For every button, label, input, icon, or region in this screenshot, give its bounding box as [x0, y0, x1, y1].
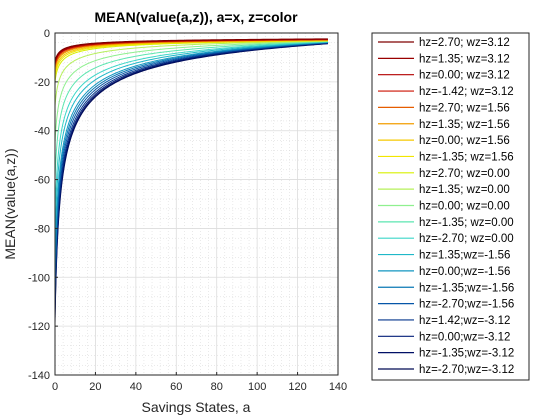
axes-box [54, 32, 339, 376]
y-tick-label: -60 [34, 175, 50, 187]
legend-entry: hz=-1.42; wz=3.12 [378, 86, 514, 98]
legend-entry: hz=0.00;wz=-1.56 [378, 266, 510, 278]
x-tick-label: 120 [288, 381, 306, 393]
legend-label: hz=1.35; wz=1.56 [419, 119, 510, 131]
legend-entry: hz=1.42;wz=-3.12 [378, 315, 510, 327]
series-lines [54, 38, 328, 324]
legend-entry: hz=-1.35; wz=0.00 [378, 217, 514, 229]
legend-label: hz=0.00; wz=3.12 [419, 70, 510, 82]
series-line [54, 42, 328, 278]
legend-label: hz=0.00;wz=-1.56 [419, 266, 510, 278]
y-axis-label: MEAN(value(a,z)) [2, 148, 18, 259]
legend-entry: hz=1.35; wz=1.56 [378, 119, 510, 131]
series-line [54, 41, 328, 217]
legend-label: hz=1.35; wz=3.12 [419, 53, 510, 65]
series-line [54, 42, 328, 290]
series-line [54, 41, 328, 180]
legend-entry: hz=-2.70;wz=-1.56 [378, 299, 514, 311]
legend-label: hz=-2.70; wz=0.00 [419, 233, 514, 245]
legend-label: hz=-2.70;wz=-1.56 [419, 299, 514, 311]
y-tick-label: -100 [28, 272, 50, 284]
y-tick-label: -140 [28, 370, 50, 382]
axes-background [55, 33, 338, 375]
legend-label: hz=2.70; wz=3.12 [419, 37, 510, 49]
x-tick-label: 20 [89, 381, 101, 393]
x-tick-label: 40 [130, 381, 142, 393]
legend-entry: hz=2.70; wz=0.00 [378, 168, 510, 180]
chart-title: MEAN(value(a,z)), a=x, z=color [94, 9, 298, 25]
legend-label: hz=0.00; wz=0.00 [419, 201, 510, 213]
legend-label: hz=0.00;wz=-3.12 [419, 331, 510, 343]
x-tick-label: 100 [248, 381, 266, 393]
legend-entry: hz=1.35;wz=-1.56 [378, 250, 510, 262]
x-tick-label: 60 [170, 381, 182, 393]
legend-entry: hz=-2.70;wz=-3.12 [378, 364, 514, 376]
legend-entry: hz=-1.35; wz=1.56 [378, 151, 514, 163]
plot-area: 0 20 40 60 80 100 120 140 0 -20 -40 -60 -80 -100 -120… [28, 28, 347, 393]
y-axis-ticks: 0 -20 -40 -60 -80 -100 -120 -140 [28, 28, 58, 382]
minor-grid [55, 33, 338, 375]
series-line [54, 41, 328, 266]
legend-entry: hz=0.00;wz=-3.12 [378, 331, 510, 343]
legend-label: hz=-1.35; wz=0.00 [419, 217, 514, 229]
legend-label: hz=2.70; wz=1.56 [419, 102, 510, 114]
legend-label: hz=-2.70;wz=-3.12 [419, 364, 514, 376]
y-tick-label: -80 [34, 223, 50, 235]
series-line [54, 38, 328, 62]
x-tick-label: 80 [211, 381, 223, 393]
series-line [54, 42, 328, 302]
legend-label: hz=-1.35; wz=1.56 [419, 151, 514, 163]
legend-label: hz=2.70; wz=0.00 [419, 168, 510, 180]
legend-label: hz=1.42;wz=-3.12 [419, 315, 510, 327]
legend: hz=2.70; wz=3.12 hz=1.35; wz=3.12 hz=0.00;… [371, 32, 530, 381]
y-tick-label: -40 [34, 126, 50, 138]
x-tick-label: 0 [52, 381, 58, 393]
legend-label: hz=1.35;wz=-1.56 [419, 250, 510, 262]
legend-entry: hz=0.00; wz=3.12 [378, 70, 510, 82]
legend-entry: hz=-1.35;wz=-1.56 [378, 282, 514, 294]
legend-label: hz=-1.35;wz=-3.12 [419, 348, 514, 360]
y-tick-label: -20 [34, 77, 50, 89]
legend-entry: hz=2.70; wz=1.56 [378, 102, 510, 114]
legend-label: hz=-1.42; wz=3.12 [419, 86, 514, 98]
x-axis-ticks: 0 20 40 60 80 100 120 140 [52, 372, 347, 393]
series-line [54, 40, 328, 143]
x-tick-label: 140 [329, 381, 347, 393]
legend-entry: hz=-2.70; wz=0.00 [378, 233, 514, 245]
legend-label: hz=1.35; wz=0.00 [419, 184, 510, 196]
legend-entry: hz=0.00; wz=0.00 [378, 201, 510, 213]
x-axis-label: Savings States, a [142, 399, 251, 415]
legend-label: hz=0.00; wz=1.56 [419, 135, 510, 147]
y-tick-label: -120 [28, 321, 50, 333]
legend-items: hz=2.70; wz=3.12 hz=1.35; wz=3.12 hz=0.00;… [378, 37, 514, 376]
y-tick-label: 0 [44, 28, 50, 40]
series-line [54, 41, 328, 241]
legend-label: hz=-1.35;wz=-1.56 [419, 282, 514, 294]
legend-entry: hz=2.70; wz=3.12 [378, 37, 510, 49]
legend-entry: hz=0.00; wz=1.56 [378, 135, 510, 147]
legend-entry: hz=1.35; wz=3.12 [378, 53, 510, 65]
legend-entry: hz=1.35; wz=0.00 [378, 184, 510, 196]
legend-entry: hz=-1.35;wz=-3.12 [378, 348, 514, 360]
series-line [54, 40, 328, 107]
